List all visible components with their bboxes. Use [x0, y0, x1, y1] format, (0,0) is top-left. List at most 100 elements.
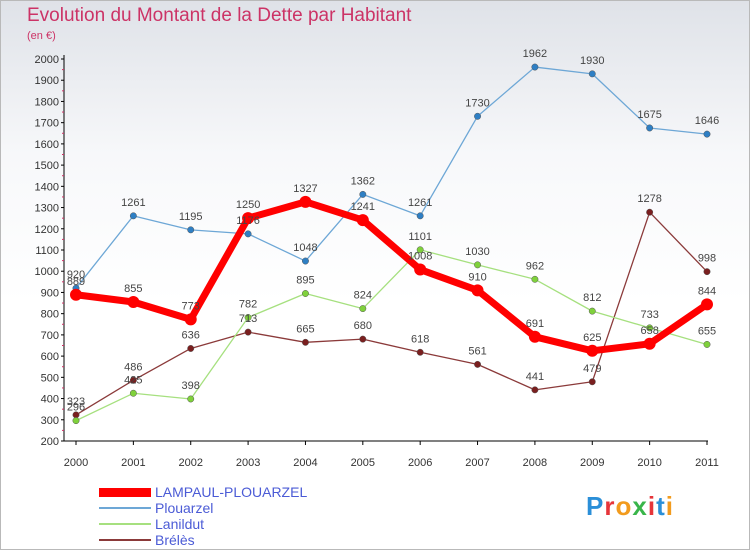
y-tick-label: 1500 — [35, 160, 59, 172]
data-point — [414, 263, 427, 276]
data-label: 713 — [239, 313, 257, 325]
y-tick-label: 500 — [41, 372, 59, 384]
y-tick-label: 600 — [41, 351, 59, 363]
data-label: 636 — [182, 329, 200, 341]
logo-letter: i — [647, 491, 657, 521]
data-label: 998 — [698, 253, 716, 265]
data-label: 665 — [296, 323, 314, 335]
data-point — [703, 340, 711, 348]
data-label: 1646 — [695, 115, 719, 127]
y-tick-label: 1300 — [35, 203, 59, 215]
data-point — [356, 214, 369, 227]
x-tick-label: 2001 — [121, 457, 145, 469]
x-tick-label: 2002 — [178, 457, 202, 469]
y-tick-label: 300 — [41, 415, 59, 427]
x-tick-label: 2011 — [695, 457, 719, 469]
data-point — [129, 389, 137, 397]
data-label: 486 — [124, 361, 142, 373]
series-line-3 — [75, 211, 708, 416]
x-tick-label: 2004 — [293, 457, 317, 469]
data-label: 1962 — [523, 48, 547, 60]
data-label: 1195 — [179, 211, 203, 223]
x-tick-label: 2003 — [236, 457, 260, 469]
data-point — [302, 257, 309, 265]
data-point — [187, 226, 195, 234]
x-tick-label: 2010 — [637, 457, 661, 469]
legend-swatch — [99, 507, 151, 509]
data-label: 773 — [182, 300, 200, 312]
data-label: 733 — [640, 309, 658, 321]
x-tick-label: 2007 — [465, 457, 489, 469]
data-point — [646, 208, 654, 216]
data-point — [72, 417, 80, 425]
data-label: 479 — [583, 363, 601, 375]
data-label: 824 — [354, 290, 372, 302]
y-tick-label: 200 — [41, 436, 59, 448]
data-point — [531, 275, 539, 283]
data-point — [416, 212, 424, 220]
data-point — [187, 395, 195, 403]
data-label: 910 — [468, 271, 486, 283]
legend-swatch — [99, 487, 151, 497]
data-label: 1241 — [351, 201, 375, 213]
data-point — [184, 313, 197, 326]
data-point — [588, 307, 596, 315]
chart-title: Evolution du Montant de la Dette par Hab… — [27, 5, 412, 26]
data-label: 441 — [526, 371, 544, 383]
data-label: 1327 — [293, 183, 317, 195]
data-label: 680 — [354, 320, 372, 332]
data-point — [244, 230, 252, 238]
x-tick-label: 2000 — [64, 457, 88, 469]
y-tick-label: 1700 — [35, 118, 59, 130]
data-point — [129, 376, 137, 384]
series-line-2 — [75, 249, 708, 422]
data-label: 1278 — [637, 193, 661, 205]
data-point — [474, 360, 481, 368]
data-label: 889 — [67, 276, 85, 288]
data-point — [70, 288, 82, 301]
y-tick-label: 800 — [41, 309, 59, 321]
data-label: 398 — [182, 380, 200, 392]
data-point — [588, 70, 596, 78]
y-tick-label: 1200 — [35, 224, 59, 236]
data-label: 1261 — [121, 197, 145, 209]
data-point — [129, 212, 137, 220]
data-label: 323 — [67, 396, 85, 408]
data-label: 1930 — [580, 55, 604, 67]
data-label: 655 — [698, 325, 716, 337]
logo-letter: i — [665, 491, 674, 521]
y-tick-label: 2000 — [35, 54, 59, 66]
x-tick-label: 2009 — [580, 457, 604, 469]
data-label: 658 — [640, 325, 658, 337]
data-label: 561 — [468, 345, 486, 357]
legend-label: Brélès — [155, 532, 195, 548]
data-point — [474, 112, 481, 120]
data-point — [242, 212, 255, 225]
data-label: 920 — [67, 269, 85, 281]
data-point — [187, 345, 195, 352]
data-point — [471, 284, 484, 297]
legend-label: Plouarzel — [155, 500, 214, 516]
chart-subtitle: (en €) — [27, 30, 56, 42]
data-label: 1101 — [408, 231, 432, 243]
data-point — [474, 261, 481, 269]
y-tick-label: 1600 — [35, 139, 59, 151]
x-tick-label: 2006 — [408, 457, 432, 469]
data-label: 691 — [526, 318, 544, 330]
data-point — [244, 328, 252, 336]
data-point — [703, 130, 711, 138]
data-label: 1176 — [236, 215, 260, 227]
legend-label: Lanildut — [155, 516, 205, 532]
data-label: 618 — [411, 333, 429, 345]
data-point — [643, 337, 656, 350]
data-label: 962 — [526, 260, 544, 272]
data-point — [244, 314, 252, 321]
x-tick-label: 2008 — [523, 457, 547, 469]
y-tick-label: 700 — [41, 330, 59, 342]
data-label: 895 — [296, 275, 314, 287]
data-point — [646, 124, 654, 132]
data-point — [531, 386, 539, 394]
data-point — [359, 335, 367, 343]
data-label: 855 — [124, 283, 142, 295]
y-tick-label: 400 — [41, 394, 59, 406]
